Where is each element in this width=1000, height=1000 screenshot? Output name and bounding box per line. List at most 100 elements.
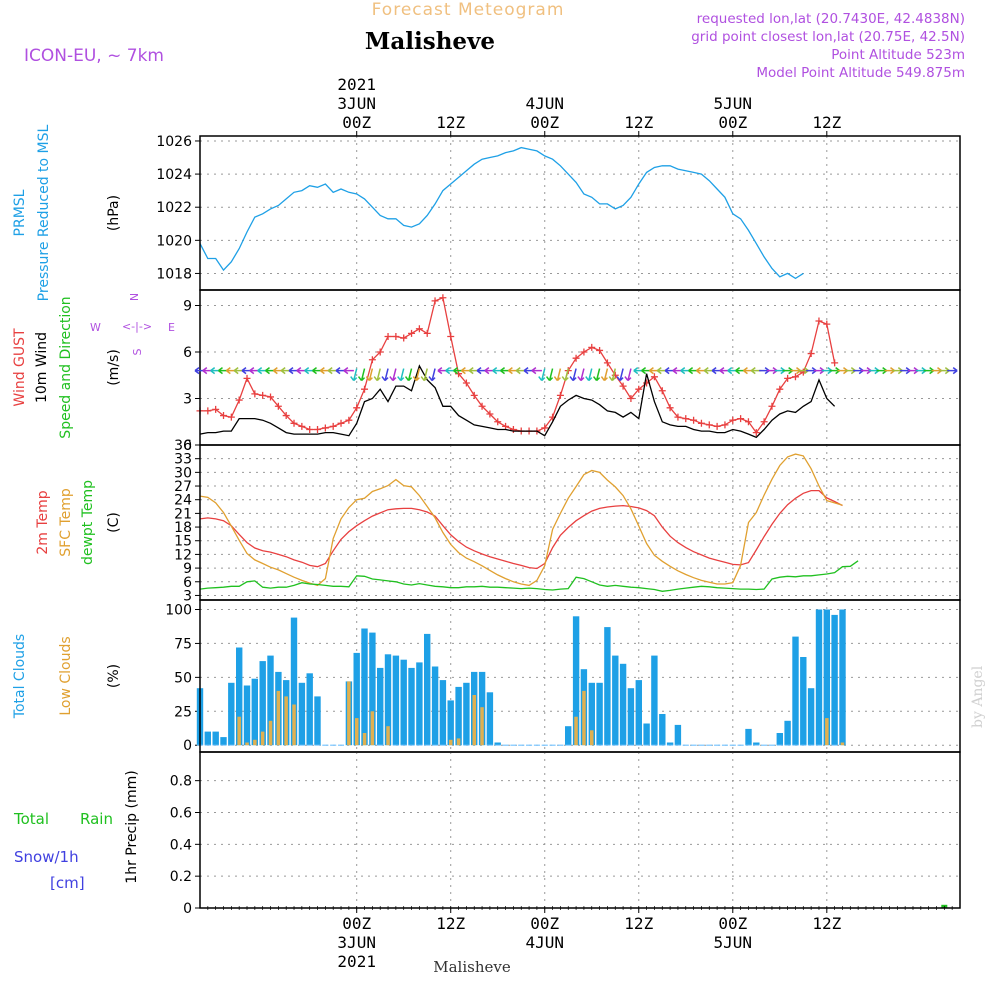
- legend-cm-label: [cm]: [50, 874, 85, 892]
- gust-marker: [619, 382, 627, 390]
- gust-marker: [251, 390, 259, 398]
- total_clouds-bar: [424, 633, 431, 746]
- gust-marker: [314, 426, 322, 433]
- gust-marker: [259, 391, 267, 399]
- gust-marker: [650, 373, 658, 381]
- total_clouds-bar: [377, 667, 384, 746]
- gust-marker: [815, 317, 823, 325]
- total_clouds-bar: [431, 666, 439, 746]
- total_clouds-bar: [416, 662, 423, 746]
- wind-direction-arrow: [420, 368, 428, 382]
- y-tick-label: 15: [174, 534, 192, 550]
- wind-direction-arrow: [616, 368, 624, 382]
- legend-rain-label: Rain: [80, 810, 113, 828]
- total_clouds-bar: [588, 682, 595, 746]
- gust-marker: [807, 350, 815, 358]
- wind-direction-arrow: [538, 368, 546, 382]
- gust-marker: [697, 419, 705, 427]
- wind-direction-arrow: [531, 367, 542, 375]
- gust-marker: [752, 429, 760, 437]
- wind-direction-arrow: [592, 368, 601, 382]
- wind-direction-arrow: [397, 368, 405, 382]
- gust-marker: [392, 333, 400, 340]
- gust-marker: [690, 416, 698, 424]
- gust-marker: [580, 348, 588, 356]
- watermark: by Angel: [970, 665, 986, 728]
- gust-marker: [572, 354, 580, 362]
- time-label-bottom: 4JUN: [525, 933, 564, 952]
- gust-marker: [831, 359, 839, 367]
- y-tick-label: 1020: [156, 233, 192, 249]
- total_clouds-bar: [369, 632, 376, 746]
- wind-direction-arrow: [357, 368, 366, 382]
- panel-frame: [199, 444, 961, 601]
- compass-s: S: [131, 348, 144, 355]
- y-tick-label: 0.4: [170, 837, 192, 853]
- total_clouds-bar: [228, 682, 235, 746]
- gust-marker: [321, 424, 329, 432]
- low_clouds-bar: [362, 733, 367, 746]
- gust-marker: [227, 413, 235, 421]
- y-axis-label-1: Pressure Reduced to MSL: [36, 124, 52, 301]
- gust-marker: [744, 418, 752, 426]
- wind-direction-arrow: [545, 368, 554, 382]
- total_clouds-bar: [298, 682, 306, 746]
- gust-marker: [674, 413, 682, 421]
- low_clouds-bar: [574, 716, 578, 746]
- gust-marker: [494, 418, 502, 426]
- gust-marker: [791, 373, 799, 381]
- total_clouds-bar: [792, 636, 799, 746]
- unit-label: (%): [106, 664, 122, 688]
- gust-marker: [447, 333, 455, 340]
- panel-frame: [199, 751, 961, 909]
- low_clouds-bar: [480, 707, 484, 746]
- gust-marker: [666, 404, 674, 412]
- time-label-top: 4JUN: [525, 94, 564, 113]
- gust-marker: [439, 294, 447, 302]
- gust-marker: [776, 385, 784, 393]
- low_clouds-bar: [347, 681, 351, 746]
- time-label-top: 00Z: [530, 113, 559, 132]
- low_clouds-bar: [582, 690, 586, 746]
- time-label-top: 00Z: [342, 113, 371, 132]
- wind-direction-arrow: [577, 368, 585, 382]
- gust-marker: [541, 424, 549, 432]
- gust-marker: [705, 421, 713, 429]
- total_clouds-bar: [604, 627, 611, 746]
- low_clouds-bar: [370, 711, 375, 746]
- gust-marker: [603, 359, 611, 367]
- total_clouds-bar: [800, 657, 807, 746]
- low_clouds-bar: [276, 690, 281, 746]
- wind-direction-arrow: [947, 367, 958, 375]
- y-axis-label-0: Total Clouds: [12, 634, 28, 719]
- y-axis-label-1: SFC Temp: [58, 488, 74, 557]
- gust-marker: [431, 297, 439, 305]
- total_clouds-bar: [674, 724, 682, 746]
- gust-marker: [400, 334, 408, 342]
- y-tick-label: 36: [174, 438, 192, 454]
- temp2m-line: [199, 489, 843, 570]
- y-tick-label: 18: [174, 520, 192, 536]
- gust-marker: [267, 393, 275, 401]
- point-altitude: Point Altitude 523m: [831, 47, 965, 63]
- time-label-bottom: 00Z: [342, 914, 371, 933]
- gust-marker: [486, 410, 494, 418]
- plot-area: 1018 1020 1022 1024 1026 (hPa) PRMSL Pressure R…: [12, 75, 961, 971]
- total_clouds-bar: [439, 680, 447, 746]
- total_clouds-bar: [635, 680, 642, 746]
- gust-marker: [502, 422, 510, 430]
- total_clouds-bar: [384, 654, 392, 746]
- total_clouds-bar: [259, 661, 266, 746]
- total_clouds-bar: [643, 723, 650, 746]
- time-label-top: 3JUN: [337, 94, 376, 113]
- gust-marker: [353, 404, 361, 412]
- panel-frame: [199, 289, 961, 446]
- total_clouds-bar: [572, 616, 580, 746]
- compass-n: N: [128, 293, 141, 301]
- total_clouds-bar: [306, 673, 313, 746]
- gust-marker: [509, 426, 517, 433]
- model-altitude: Model Point Altitude 549.875m: [756, 65, 965, 81]
- y-tick-label: 0: [183, 738, 192, 754]
- total_clouds-bar: [619, 663, 627, 746]
- gust-marker: [423, 329, 431, 337]
